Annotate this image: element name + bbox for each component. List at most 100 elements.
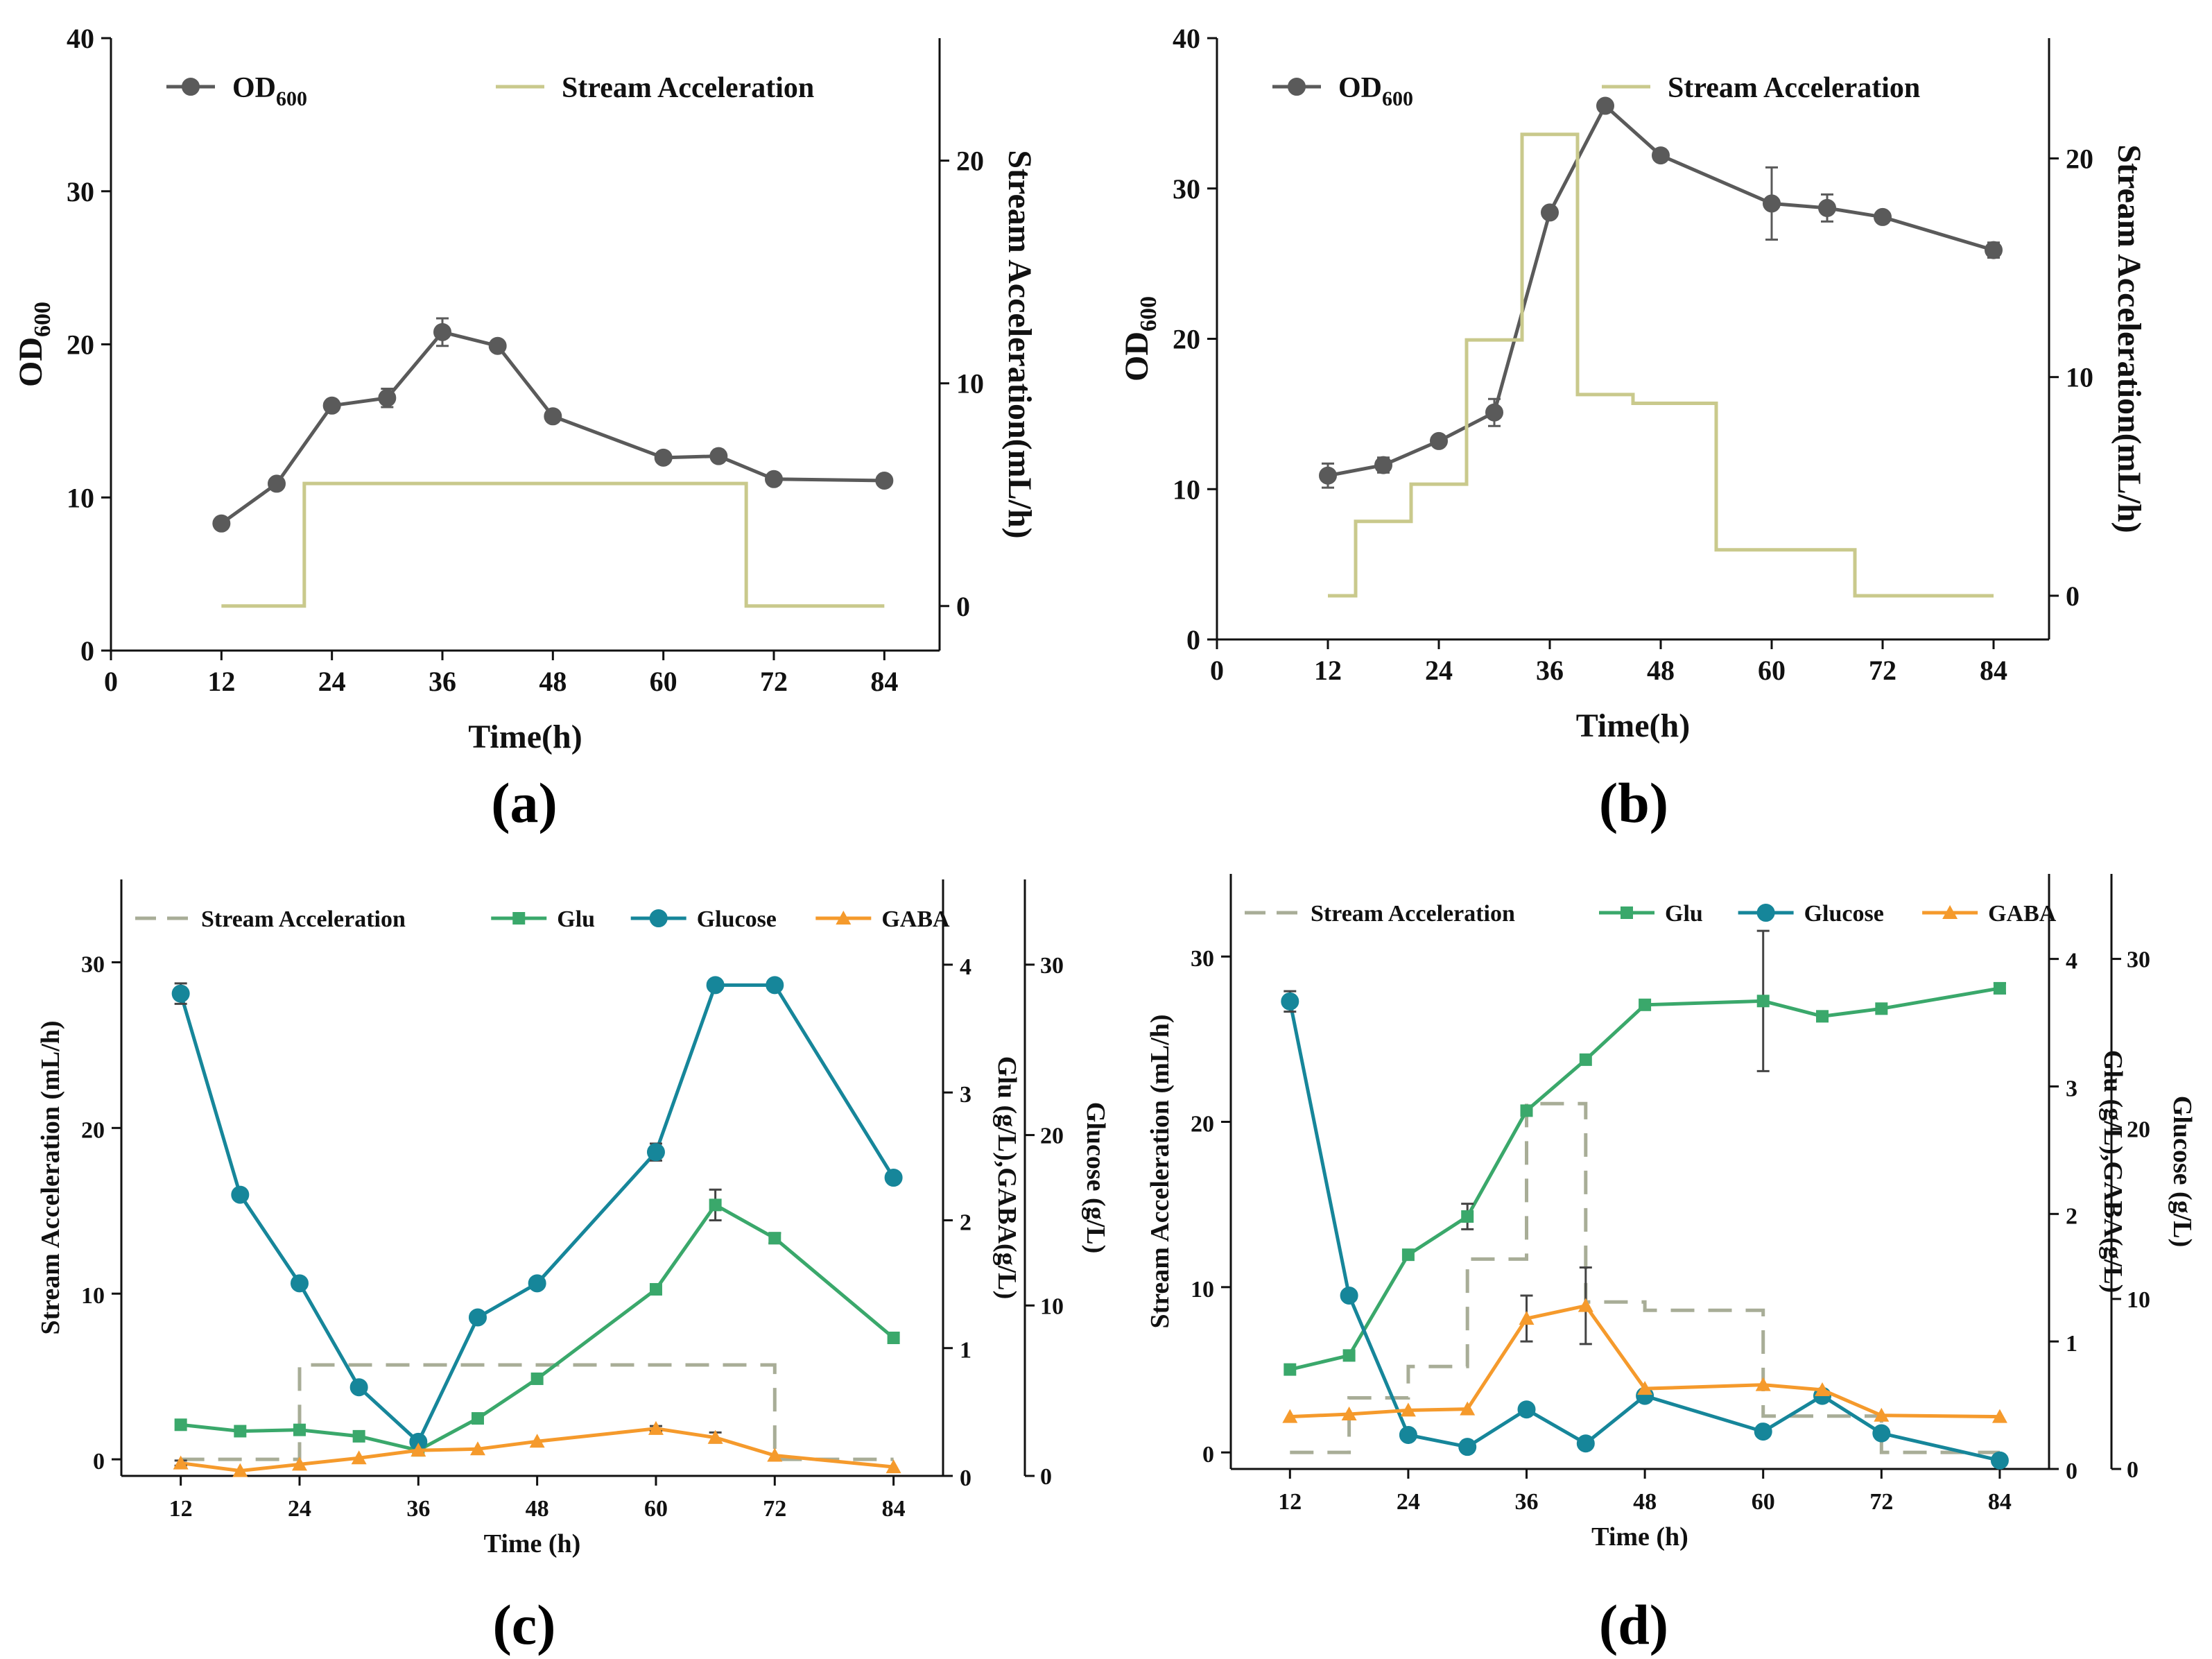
data-point: [291, 1456, 307, 1471]
series-od600: [212, 317, 894, 533]
data-point: [352, 1429, 365, 1443]
series-stream-acceleration: [180, 1363, 894, 1461]
legend-entry: OD600: [232, 72, 307, 110]
y2-tick-label: 0: [2066, 581, 2080, 612]
x-tick-label: 72: [1869, 655, 1896, 686]
x-tick-label: 84: [882, 1496, 906, 1522]
legend-marker: [1621, 906, 1633, 919]
panel-label: (c): [492, 1593, 555, 1656]
data-point: [212, 514, 231, 533]
series-glucose: [171, 976, 903, 1451]
x-tick-label: 72: [1869, 1489, 1893, 1515]
y-axis-label: Stream Acceleration (mL/h): [1146, 1014, 1175, 1328]
data-point: [1874, 207, 1892, 226]
data-point: [1340, 1286, 1358, 1305]
y-tick-label: 10: [1173, 474, 1200, 505]
data-point: [411, 1443, 426, 1457]
y2-axis-label: Glu (g/L),GABA(g/L): [992, 1056, 1021, 1299]
y2-axis-label: Stream Acceleration(mL/h): [1001, 150, 1038, 538]
chart-panel-b: 0 12 24 36 48 60 72 84 0 10 20 30 40 0 10 20 Time(h) OD60…: [1118, 23, 2148, 834]
data-point: [268, 474, 286, 493]
series-od600: [1319, 96, 2003, 489]
data-point: [1461, 1210, 1474, 1223]
data-point: [1875, 1002, 1888, 1015]
x-tick-label: 84: [1980, 655, 2007, 686]
y3-tick-label: 20: [1040, 1124, 1064, 1149]
legend-entry: GABA: [881, 906, 950, 932]
data-point: [468, 1308, 487, 1327]
data-point: [646, 1143, 665, 1162]
y3-tick-label: 30: [1040, 953, 1064, 979]
data-point: [1993, 981, 2006, 995]
data-point: [1576, 1434, 1595, 1453]
x-tick-label: 24: [1397, 1489, 1420, 1515]
legend-entry: Stream Acceleration: [1668, 72, 1920, 104]
data-point: [654, 448, 673, 467]
y3-tick-label: 20: [2127, 1117, 2150, 1143]
data-point: [471, 1412, 484, 1425]
panel-label: (b): [1599, 771, 1668, 834]
data-point: [1816, 1010, 1829, 1023]
legend-entry: OD600: [1338, 72, 1413, 110]
y-tick-label: 0: [1202, 1442, 1214, 1468]
data-point: [530, 1372, 544, 1385]
y2-axis-label: Glu (g/L),GABA(g/L): [2098, 1050, 2127, 1293]
data-point: [231, 1185, 250, 1204]
y2-tick-label: 1: [2066, 1331, 2077, 1357]
data-point: [1578, 1298, 1593, 1312]
data-point: [1430, 431, 1448, 450]
series-line: [180, 1203, 895, 1452]
data-point: [1319, 466, 1337, 485]
data-point: [1517, 1400, 1536, 1419]
legend-marker: [182, 78, 200, 96]
data-point: [1541, 203, 1559, 222]
data-point: [767, 1447, 783, 1462]
x-tick-label: 24: [318, 666, 346, 697]
data-point: [887, 1331, 900, 1344]
data-point: [1596, 96, 1614, 115]
x-tick-label: 84: [1988, 1489, 2012, 1515]
data-point: [875, 471, 894, 490]
legend: Stream Acceleration Glu Glucose GABA: [135, 906, 950, 932]
y3-tick-label: 10: [2127, 1287, 2150, 1313]
data-point: [1519, 1311, 1535, 1325]
series-line: [1289, 986, 2001, 1372]
x-tick-label: 24: [288, 1496, 311, 1522]
x-tick-label: 12: [207, 666, 235, 697]
y-tick-label: 10: [67, 482, 94, 513]
legend-entry: Glu: [557, 906, 595, 932]
data-point: [1374, 456, 1392, 474]
y-tick-label: 30: [1173, 173, 1200, 205]
x-tick-label: 60: [1758, 655, 1786, 686]
y2-tick-label: 1: [960, 1338, 971, 1364]
x-tick-label: 48: [539, 666, 567, 697]
data-point: [885, 1459, 901, 1474]
x-tick-label: 48: [526, 1496, 549, 1522]
x-tick-label: 48: [1633, 1489, 1657, 1515]
series-line: [180, 1363, 894, 1461]
legend-marker: [1288, 78, 1306, 96]
data-point: [1485, 403, 1503, 422]
series-line: [1290, 1101, 2000, 1454]
data-point: [290, 1274, 309, 1293]
y-tick-label: 0: [1186, 624, 1200, 655]
data-point: [649, 1282, 662, 1296]
panel-label: (a): [491, 771, 558, 834]
legend-entry: Glu: [1665, 901, 1703, 927]
x-tick-label: 60: [650, 666, 677, 697]
legend-entry: Stream Acceleration: [1311, 901, 1515, 927]
legend: OD600 Stream Acceleration: [1272, 72, 1920, 110]
y-tick-label: 30: [67, 176, 94, 207]
legend-marker: [1942, 905, 1958, 919]
x-tick-label: 60: [1752, 1489, 1775, 1515]
legend-marker: [836, 911, 852, 925]
y-tick-label: 40: [1173, 23, 1200, 54]
data-point: [232, 1463, 248, 1477]
data-point: [322, 396, 341, 415]
y2-tick-label: 3: [2066, 1076, 2077, 1101]
series-stream-acceleration: [1290, 1101, 2000, 1454]
data-point: [351, 1450, 367, 1465]
x-axis-label: Time (h): [484, 1529, 581, 1558]
data-point: [234, 1425, 247, 1438]
data-point: [529, 1434, 545, 1448]
